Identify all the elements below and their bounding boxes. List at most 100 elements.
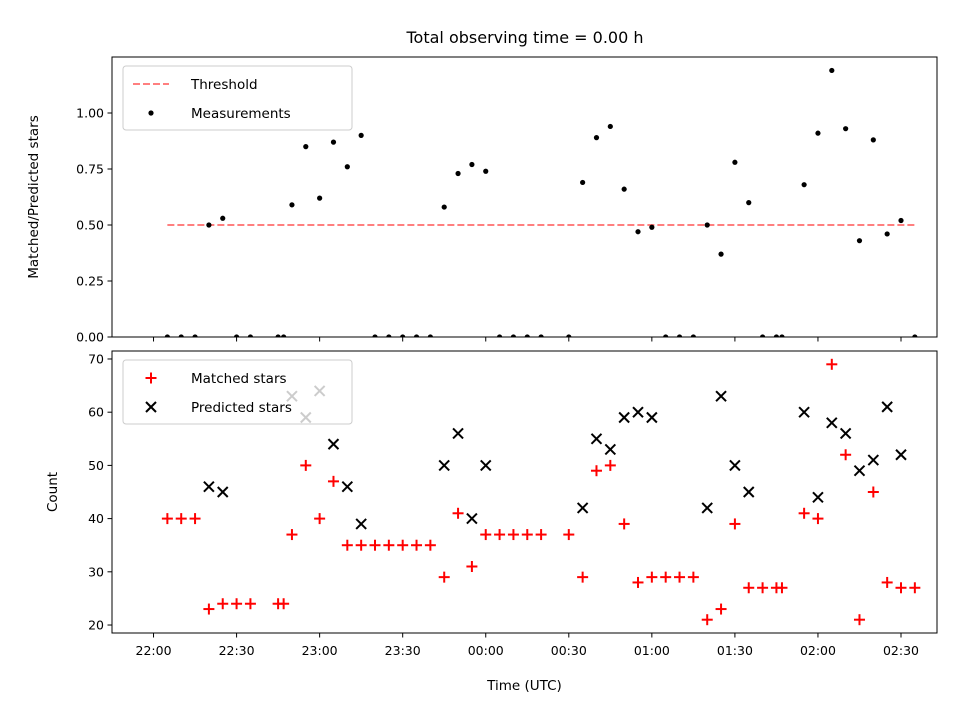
matched-star-marker bbox=[646, 571, 658, 583]
predicted-star-marker bbox=[480, 459, 492, 472]
predicted-star-marker-b bbox=[895, 449, 907, 461]
measurement-point bbox=[538, 334, 544, 337]
matched-star-marker bbox=[300, 459, 312, 471]
predicted-star-marker bbox=[715, 390, 727, 402]
measurement-point bbox=[441, 204, 447, 210]
measurement-point bbox=[510, 334, 517, 337]
bottom-ytick-label: 60 bbox=[88, 405, 104, 420]
measurement-point bbox=[386, 334, 392, 337]
matched-star-marker bbox=[161, 513, 173, 525]
measurement-point bbox=[275, 334, 281, 337]
matched-star-marker bbox=[507, 529, 519, 541]
predicted-star-marker bbox=[590, 433, 603, 445]
measurement-point bbox=[621, 186, 627, 192]
predicted-star-marker-b bbox=[217, 486, 229, 498]
predicted-star-marker bbox=[341, 480, 354, 493]
matched-star-marker bbox=[909, 582, 921, 594]
matched-star-marker bbox=[687, 571, 699, 583]
matched-star-marker bbox=[563, 529, 575, 541]
matched-star-marker bbox=[812, 513, 824, 525]
matched-star-marker bbox=[826, 358, 838, 370]
matched-star-marker bbox=[881, 576, 893, 588]
predicted-star-marker-b bbox=[881, 401, 893, 413]
legend-label: Threshold bbox=[190, 77, 258, 93]
bottom-xtick-label: 02:00 bbox=[800, 643, 836, 658]
matched-star-marker bbox=[494, 529, 506, 541]
predicted-star-marker bbox=[812, 491, 824, 504]
measurement-point bbox=[759, 334, 766, 337]
measurement-point bbox=[815, 130, 821, 136]
matched-star-marker bbox=[590, 465, 602, 477]
predicted-star-marker-b bbox=[438, 459, 450, 472]
bottom-legend: Matched stars Predicted stars bbox=[122, 359, 353, 425]
predicted-star-marker-b bbox=[743, 486, 755, 498]
predicted-star-marker bbox=[798, 406, 810, 418]
predicted-star-marker-b bbox=[466, 512, 478, 525]
matched-star-marker bbox=[895, 582, 907, 594]
predicted-star-marker-b bbox=[355, 518, 367, 530]
matched-star-marker bbox=[521, 529, 533, 541]
measurement-point bbox=[870, 137, 876, 143]
matched-star-marker bbox=[203, 603, 215, 615]
predicted-star-marker-b bbox=[341, 480, 354, 493]
top-ytick-label: 0.25 bbox=[76, 274, 104, 289]
matched-star-marker bbox=[355, 539, 367, 551]
measurement-point bbox=[566, 334, 572, 337]
matched-star-marker bbox=[327, 475, 339, 487]
measurement-point bbox=[358, 132, 364, 138]
matched-star-marker bbox=[480, 529, 492, 541]
measurement-point bbox=[413, 334, 420, 337]
predicted-star-marker bbox=[853, 465, 866, 477]
matched-star-marker bbox=[632, 576, 644, 588]
predicted-star-marker bbox=[604, 443, 617, 456]
matched-star-marker bbox=[189, 513, 201, 525]
top-ylabel: Matched/Predicted stars bbox=[26, 115, 42, 278]
measurement-point bbox=[372, 334, 378, 337]
legend-label: Measurements bbox=[191, 106, 291, 122]
legend-label: Predicted stars bbox=[191, 400, 292, 416]
matched-star-marker bbox=[715, 603, 727, 615]
top-panel: 0.00 0.25 0.50 0.75 1.00 Matched/Predicted st… bbox=[26, 56, 938, 345]
predicted-star-marker bbox=[881, 401, 893, 413]
measurement-point bbox=[580, 179, 586, 186]
predicted-star-marker bbox=[576, 502, 589, 514]
measurement-point bbox=[427, 334, 433, 337]
top-legend-box bbox=[122, 65, 353, 131]
measurement-point bbox=[884, 231, 890, 237]
measurement-point bbox=[649, 224, 655, 230]
measurement-point bbox=[773, 334, 780, 337]
bottom-xtick-label: 00:00 bbox=[468, 643, 504, 658]
predicted-star-marker bbox=[217, 486, 229, 498]
matched-star-marker bbox=[452, 507, 464, 519]
measurement-point bbox=[247, 334, 254, 337]
bottom-ylabel: Count bbox=[45, 472, 61, 512]
matched-star-marker bbox=[244, 598, 256, 610]
measurement-point bbox=[400, 334, 406, 337]
predicted-star-marker bbox=[466, 512, 478, 525]
predicted-star-marker bbox=[743, 486, 755, 498]
legend-label: Matched stars bbox=[191, 371, 287, 387]
predicted-star-marker-b bbox=[853, 465, 866, 477]
predicted-star-marker-b bbox=[867, 454, 880, 466]
bottom-xlabel: Time (UTC) bbox=[486, 678, 562, 694]
predicted-star-marker-b bbox=[327, 438, 340, 450]
bottom-plot-area bbox=[161, 358, 921, 626]
matched-star-marker bbox=[853, 614, 865, 626]
bottom-panel: 20 30 40 50 60 70 22:00 22:30 23:00 23:30 00:00 00:… bbox=[45, 350, 938, 694]
measurement-point bbox=[496, 334, 503, 337]
measurement-point bbox=[303, 144, 309, 150]
predicted-star-marker-b bbox=[480, 459, 492, 472]
top-ytick-label: 0.75 bbox=[76, 162, 104, 177]
matched-star-marker bbox=[424, 539, 436, 551]
bottom-xtick-label: 01:00 bbox=[634, 643, 670, 658]
measurement-point bbox=[233, 334, 240, 337]
matched-star-marker bbox=[674, 571, 686, 583]
bottom-xtick-label: 23:00 bbox=[302, 643, 338, 658]
measurement-point bbox=[289, 202, 295, 208]
matched-star-marker bbox=[840, 449, 852, 461]
measurement-point bbox=[469, 161, 475, 168]
predicted-star-marker bbox=[826, 417, 838, 429]
top-plot-area bbox=[164, 67, 918, 337]
measurement-point bbox=[704, 222, 710, 228]
bottom-legend-box bbox=[122, 359, 353, 425]
